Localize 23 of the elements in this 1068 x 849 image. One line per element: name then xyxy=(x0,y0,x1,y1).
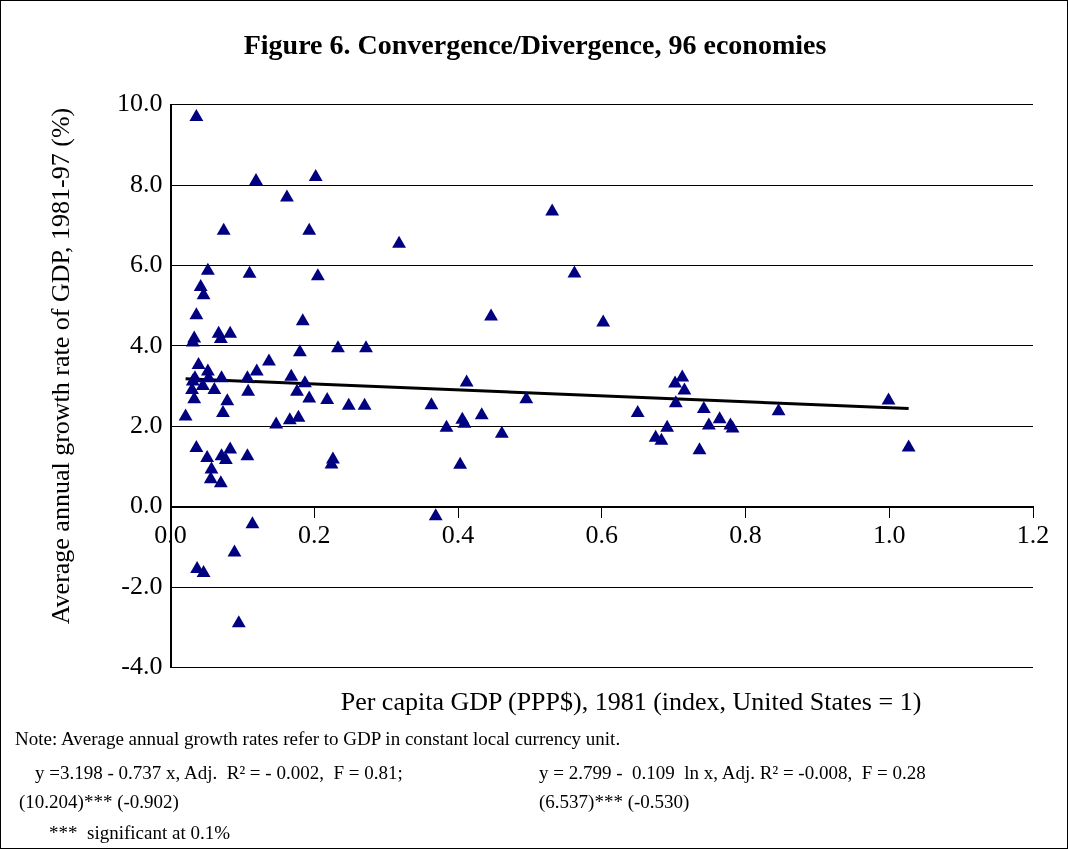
y-axis-title: Average annual growth rate of GDP, 1981-97 (%) xyxy=(46,106,76,626)
y-tick-label: 8.0 xyxy=(130,168,163,198)
text: (10.204)*** (-0.902) xyxy=(19,791,179,813)
x-tick-label: 1.0 xyxy=(873,520,906,550)
chart-title: Figure 6. Convergence/Divergence, 96 economies xyxy=(242,29,828,61)
y-tick-label: -4.0 xyxy=(121,651,163,681)
text: (6.537)*** (-0.530) xyxy=(539,791,690,813)
y-tick-label: 2.0 xyxy=(130,410,163,440)
text: y =3.198 - 0.737 x, Adj. R² = - 0.002, F = 0.81; xyxy=(35,762,403,784)
text: y = 2.799 - 0.109 ln x, Adj. R² = -0.008, F = 0.28 xyxy=(539,762,926,784)
x-tick-label: 0.4 xyxy=(441,520,475,550)
y-tick-label: 0.0 xyxy=(130,490,163,520)
text: *** significant at 0.1% xyxy=(49,822,230,844)
x-tick-label: 0.8 xyxy=(729,520,762,550)
y-tick-label: -2.0 xyxy=(121,570,163,600)
y-tick-label: 10.0 xyxy=(117,88,163,118)
x-tick-label: 0.2 xyxy=(298,520,331,550)
y-tick-label: 4.0 xyxy=(130,329,163,359)
x-tick-label: 1.2 xyxy=(1016,520,1050,550)
x-axis-title: Per capita GDP (PPP$), 1981 (index, United States = 1) xyxy=(339,687,923,717)
text: Note: Average annual growth rates refer to GDP in constant local currency unit. xyxy=(15,728,621,750)
y-tick-label: 6.0 xyxy=(130,249,163,279)
x-tick-label: 0.6 xyxy=(585,520,618,550)
